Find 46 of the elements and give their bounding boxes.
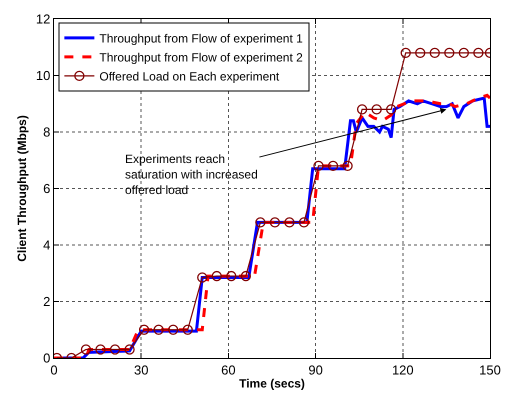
point — [80, 344, 92, 355]
point — [371, 104, 382, 115]
y-tick-label: 10 — [36, 68, 50, 84]
y-tick-label: 6 — [43, 181, 50, 196]
annotation: Experiments reach saturation with increased offered load — [125, 152, 258, 198]
y-tick-label: 2 — [43, 294, 50, 310]
x-tick-label: 30 — [134, 362, 148, 378]
point — [110, 344, 120, 355]
point — [458, 48, 469, 58]
x-tick-label: 150 — [479, 362, 501, 378]
point — [226, 270, 236, 282]
point — [240, 270, 251, 282]
point — [356, 104, 368, 115]
legend-label: Throughput from Flow of experiment 1 — [99, 32, 304, 46]
y-tick-label: 4 — [43, 238, 50, 253]
y-tick-label: 0 — [43, 350, 50, 366]
point — [473, 48, 484, 58]
y-tick-label: 8 — [43, 124, 50, 140]
point — [153, 324, 164, 335]
point — [342, 160, 353, 172]
point — [284, 217, 295, 228]
point — [124, 344, 135, 355]
x-tick-label: 60 — [221, 362, 236, 378]
point — [386, 104, 396, 115]
point — [95, 344, 106, 355]
point — [168, 324, 178, 335]
point — [444, 48, 454, 58]
point — [400, 48, 411, 58]
y-tick-label: 12 — [36, 12, 50, 27]
point — [298, 217, 310, 228]
point — [138, 324, 150, 335]
legend-label: Offered Load on Each experiment — [99, 70, 280, 84]
x-tick-label: 120 — [392, 362, 414, 378]
x-tick-label: 90 — [308, 362, 323, 378]
point — [270, 217, 280, 228]
point — [255, 217, 266, 228]
y-axis-title: Client Throughput (Mbps) — [15, 115, 30, 262]
point — [313, 160, 324, 172]
point — [430, 48, 440, 58]
point — [212, 270, 222, 282]
x-axis-title: Time (secs) — [239, 376, 305, 390]
legend-label: Throughput from Flow of experiment 2 — [99, 50, 304, 65]
point — [415, 48, 426, 58]
point — [328, 160, 338, 172]
point — [197, 272, 208, 283]
point — [182, 324, 193, 335]
